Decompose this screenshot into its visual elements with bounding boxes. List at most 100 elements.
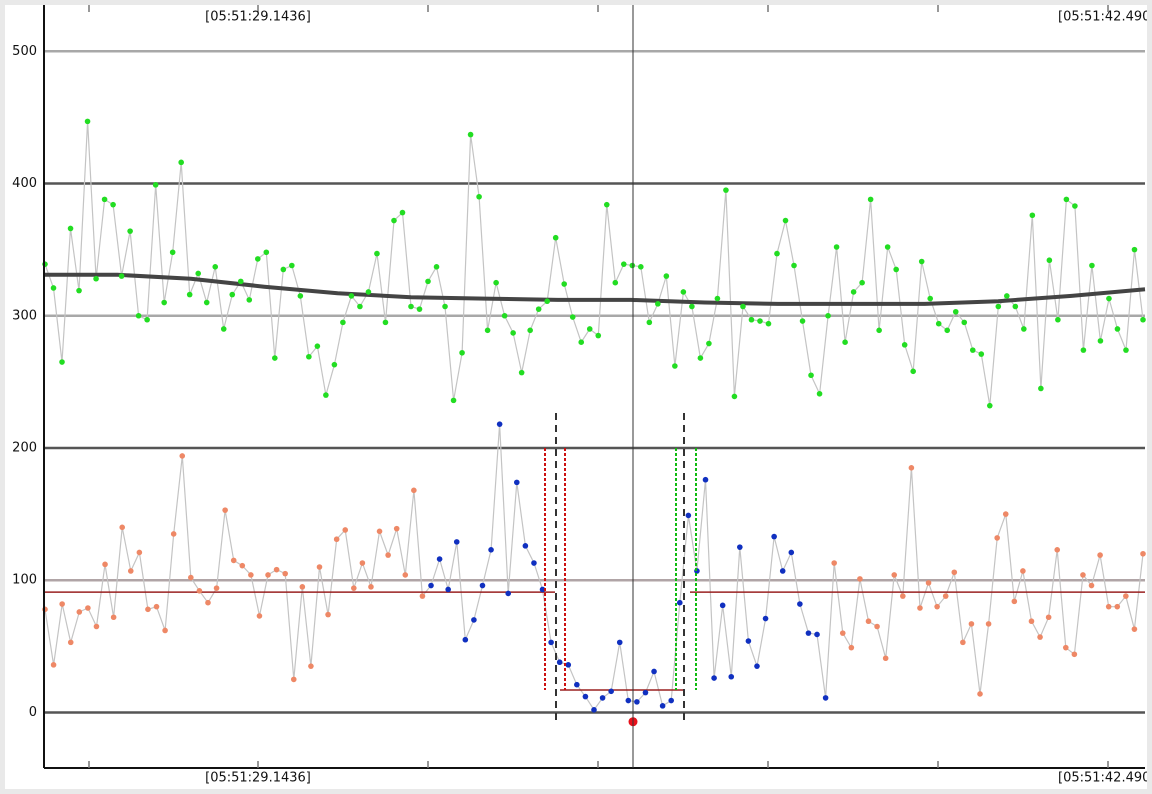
data-point <box>1072 203 1078 209</box>
data-point <box>127 568 134 574</box>
data-point <box>179 453 186 459</box>
data-point <box>995 303 1002 310</box>
data-point <box>969 347 976 353</box>
data-point <box>985 621 992 627</box>
data-point <box>229 291 236 298</box>
data-point <box>442 303 448 310</box>
data-point <box>1037 634 1043 640</box>
data-point <box>306 353 312 360</box>
data-point <box>93 623 100 630</box>
data-point <box>968 621 975 627</box>
series-line <box>44 121 1144 406</box>
y-tick-label: 200 <box>12 440 37 455</box>
data-point <box>462 636 469 643</box>
data-point <box>289 262 295 269</box>
data-point <box>488 547 494 553</box>
data-point <box>50 662 57 668</box>
data-point <box>994 535 1000 541</box>
data-point <box>1063 196 1070 203</box>
data-point <box>797 601 803 607</box>
data-point <box>1140 550 1146 557</box>
data-point <box>848 644 855 651</box>
data-point <box>152 182 159 188</box>
data-point <box>196 588 203 594</box>
data-point <box>50 285 57 291</box>
data-point <box>608 688 614 695</box>
data-point <box>745 638 752 644</box>
data-point <box>248 572 254 578</box>
data-point <box>220 326 227 332</box>
data-point <box>740 303 746 310</box>
x-ticks <box>88 5 1109 768</box>
data-point <box>342 527 349 533</box>
data-point <box>685 512 692 519</box>
data-point <box>428 582 434 589</box>
data-point <box>374 250 380 257</box>
data-point <box>1097 338 1104 344</box>
data-point <box>308 663 314 669</box>
data-point <box>731 393 738 400</box>
data-point <box>1054 547 1061 553</box>
data-point <box>493 279 499 286</box>
data-point <box>357 303 363 310</box>
data-point <box>110 614 117 621</box>
data-point <box>882 655 889 662</box>
data-point <box>942 593 949 599</box>
frame <box>1147 0 1152 794</box>
data-point <box>203 299 210 306</box>
y-tick-label: 0 <box>29 705 37 720</box>
data-point <box>84 118 91 125</box>
data-point <box>1029 212 1036 219</box>
data-point <box>893 266 899 273</box>
data-point <box>145 606 151 613</box>
y-tick-label: 400 <box>12 176 37 191</box>
data-point <box>118 273 125 279</box>
data-point <box>791 262 797 269</box>
data-point <box>314 343 321 349</box>
data-point <box>170 531 177 537</box>
data-point <box>816 390 823 397</box>
data-point <box>186 291 193 298</box>
data-point <box>230 557 237 564</box>
data-point <box>569 314 576 320</box>
plot-background <box>5 5 1147 789</box>
data-point <box>102 561 108 568</box>
data-point <box>280 266 287 273</box>
data-point <box>222 507 228 513</box>
data-point <box>505 590 512 597</box>
data-point <box>918 258 925 265</box>
data-point <box>891 572 898 578</box>
data-point <box>419 593 426 599</box>
data-point <box>1021 326 1027 332</box>
data-point <box>535 306 542 312</box>
data-point <box>272 355 278 361</box>
data-point <box>782 217 789 224</box>
data-point <box>1140 316 1146 323</box>
data-point <box>951 569 958 576</box>
data-point <box>144 316 150 323</box>
data-point <box>625 697 632 704</box>
data-point <box>952 308 959 315</box>
data-point <box>273 566 280 573</box>
data-point <box>348 293 355 299</box>
data-point <box>1114 326 1121 332</box>
data-point <box>85 605 91 611</box>
data-point <box>629 262 636 269</box>
data-point <box>728 673 735 680</box>
data-point <box>484 327 491 334</box>
data-point <box>672 363 678 369</box>
data-point <box>110 201 116 208</box>
data-point <box>1105 603 1112 610</box>
data-point <box>67 639 74 646</box>
data-point <box>162 627 168 634</box>
data-point <box>663 273 670 279</box>
data-point <box>161 299 167 306</box>
data-point <box>591 707 597 713</box>
data-point <box>1097 552 1103 558</box>
data-point <box>376 528 383 535</box>
data-point <box>359 560 366 566</box>
data-point <box>479 582 486 589</box>
data-point <box>960 639 966 646</box>
